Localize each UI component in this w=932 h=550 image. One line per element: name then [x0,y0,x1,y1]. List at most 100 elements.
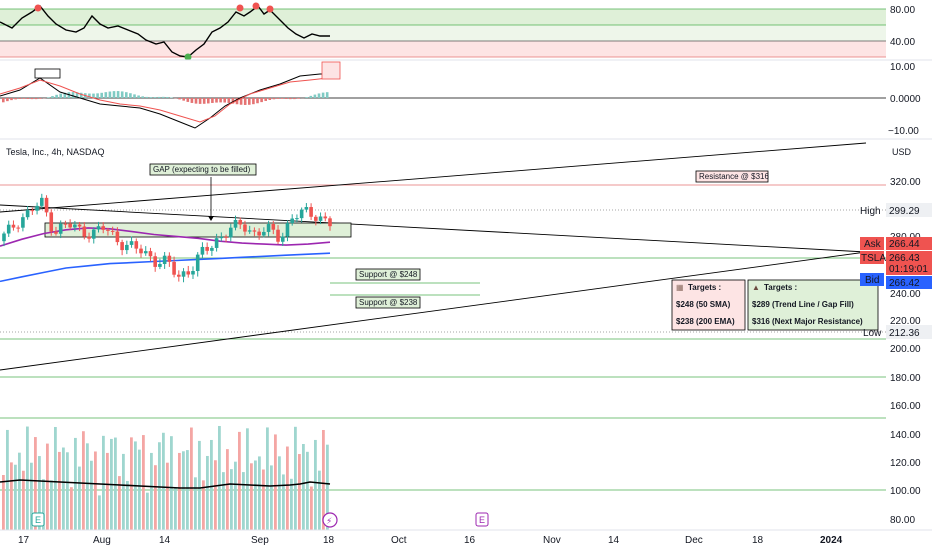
time-tick: Aug [93,535,111,546]
volume-bar [82,431,85,530]
macd-histogram-bar [125,92,128,98]
bear-target-1: $248 (50 SMA) [676,300,731,309]
macd-histogram-bar [120,91,124,98]
macd-histogram-bar [137,95,140,98]
macd-histogram-bar [88,93,91,98]
price-tick: 140.00 [890,430,921,441]
lightning-icon: ⚡ [326,517,332,527]
price-tick: 240.00 [890,289,921,300]
time-tick: Dec [685,535,703,546]
volume-bar [98,495,101,530]
bull-targets-box: ▲ Targets : $289 (Trend Line / Gap Fill)… [747,279,879,331]
last-symbol-label: TSLA [861,253,886,264]
macd-histogram-bar [260,98,263,103]
high-label: High [860,206,881,217]
macd-histogram-bar [55,94,58,98]
earnings-marker[interactable]: E [31,512,45,527]
volume-bar [2,475,5,530]
volume-bar [54,426,57,530]
candle-body [87,236,91,239]
volume-bar [166,462,169,530]
volume-bar [266,427,269,530]
macd-histogram-bar [198,98,202,104]
bar-countdown: 01:19:01 [889,264,928,275]
last-price-marker: TSLA 266.43 01:19:01 [860,251,932,275]
volume-bar [250,463,253,530]
volume-bar [118,476,121,530]
rsi-panel: 80.00 40.00 [0,2,915,61]
price-tick: 120.00 [890,458,921,469]
volume-bar [58,451,61,530]
candle-body [285,223,290,237]
candle-body [162,255,167,265]
volume-bar [262,469,265,530]
volume-bar [214,460,217,530]
bid-label: Bid [865,275,879,286]
lower-trend-line [0,251,867,371]
macd-histogram-bar [22,98,26,99]
time-tick: 16 [464,535,476,546]
volume-bar [182,451,185,530]
candle-body [148,251,153,257]
volume-bar [306,451,309,530]
macd-histogram-bar [108,91,112,98]
earnings-icon: E [479,515,485,525]
candle-body [106,229,110,231]
candle-body [191,271,195,275]
volume-bars [2,425,329,530]
candle-body [120,242,124,251]
macd-histogram-bar [96,93,99,98]
volume-bar [86,443,89,530]
macd-cross-box [321,61,341,80]
high-value: 299.29 [889,206,920,217]
candle-body [44,197,49,213]
rsi-overbought-marker [34,4,42,12]
macd-histogram-bar [141,96,144,98]
dividend-marker[interactable]: ⚡ [322,512,338,528]
candle-body [129,241,134,245]
candle-body [247,230,252,232]
time-axis[interactable]: 17 Aug 14 Sep 18 Oct 16 Nov 14 Dec 18 20… [18,535,843,546]
volume-bar [174,487,177,530]
instrument-title: Tesla, Inc., 4h, NASDAQ [6,147,105,157]
macd-histogram-bar [2,98,5,103]
last-price-value: 266.43 [889,253,920,264]
candle-body [262,231,266,236]
bear-target-2: $238 (200 EMA) [676,317,735,326]
volume-bar [278,456,281,530]
candle-body [2,233,6,242]
candle-body [252,230,257,232]
candle-body [238,219,243,225]
volume-bar [38,456,41,530]
volume-bar [34,437,37,530]
volume-bar [130,437,133,530]
candle-body [257,231,261,236]
volume-bar [22,470,25,530]
candle-body [299,209,304,219]
earnings-marker-future[interactable]: E [475,512,489,527]
candle-body [276,229,280,242]
candle-body [233,219,238,228]
candle-body [181,271,186,277]
volume-bar [186,450,189,530]
candle-body [30,210,35,212]
candle-body [158,264,162,267]
volume-bar [254,460,257,530]
macd-tick-0: 0.0000 [890,94,921,105]
candle-body [54,231,58,234]
macd-histogram-bar [186,98,190,102]
macd-panel: 10.00 0.0000 −10.00 [0,61,921,137]
support-238-label: Support @ $238 [355,296,421,309]
price-axis[interactable]: 320.00 280.00 240.00 220.00 200.00 180.0… [890,177,921,526]
rsi-overbought-marker [252,2,260,10]
volume-bar [302,443,305,530]
macd-histogram-bar [190,98,194,103]
macd-histogram-bar [145,96,149,98]
bull-target-1: $289 (Trend Line / Gap Fill) [752,300,854,309]
macd-histogram-bar [313,94,317,98]
volume-bar [138,449,141,530]
macd-histogram-bar [18,98,21,99]
macd-histogram-bar [272,98,276,100]
bear-targets-title: Targets : [688,283,721,292]
